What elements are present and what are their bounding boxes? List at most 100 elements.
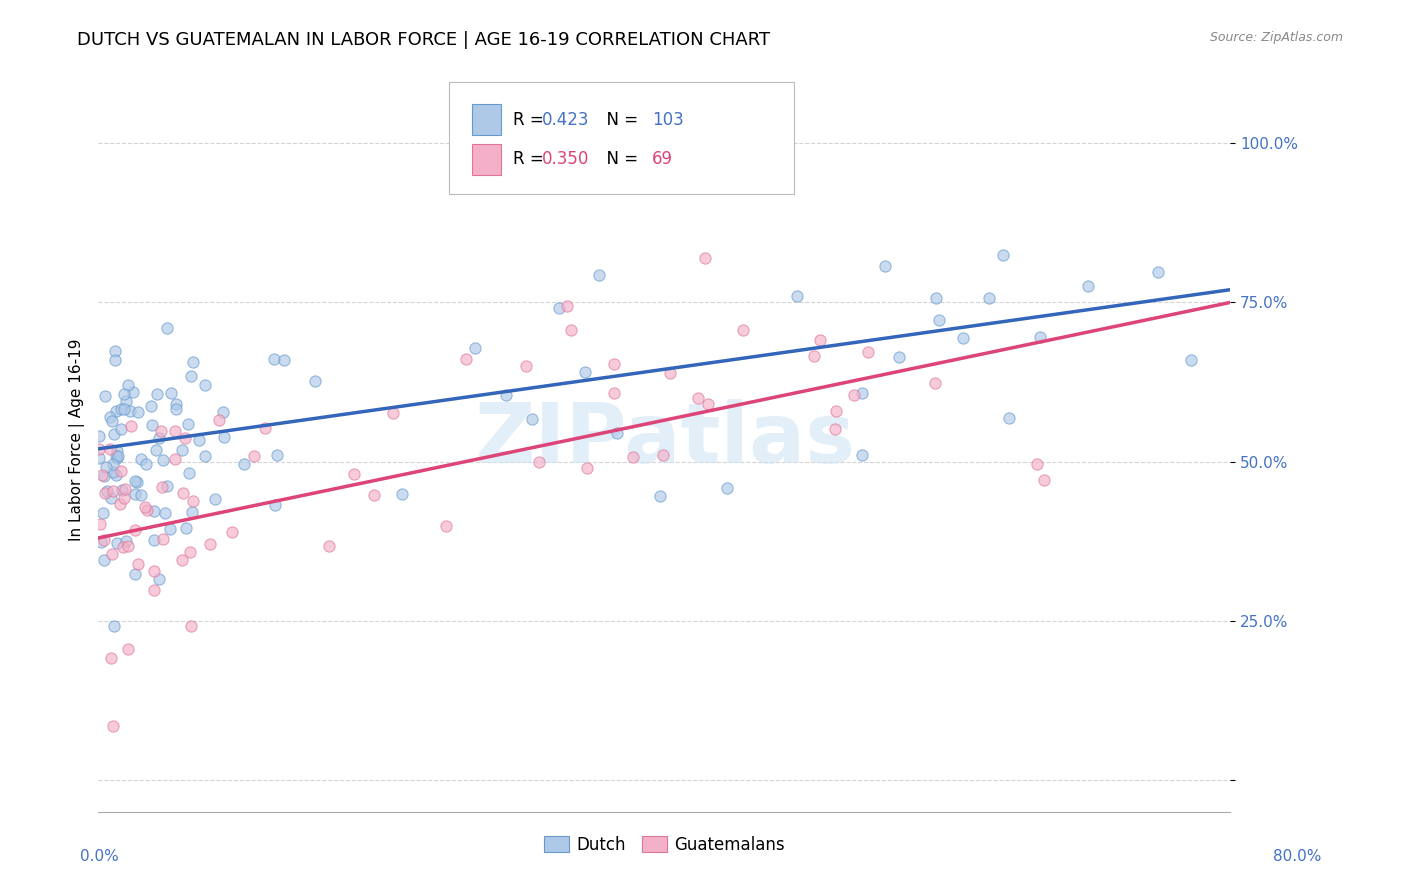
Point xyxy=(176,417,198,432)
Point xyxy=(266,448,288,462)
Point xyxy=(454,351,477,366)
Point xyxy=(648,489,671,503)
Point xyxy=(1026,457,1049,471)
Point xyxy=(100,410,122,425)
Point xyxy=(233,457,256,471)
Point xyxy=(991,247,1014,261)
Point xyxy=(243,449,266,463)
Point xyxy=(94,389,117,403)
Point xyxy=(152,453,174,467)
Bar xyxy=(472,104,502,136)
Point xyxy=(515,359,537,374)
Point xyxy=(808,333,831,347)
Point xyxy=(124,566,146,581)
Point xyxy=(824,421,846,435)
Point xyxy=(103,465,125,479)
Point xyxy=(111,483,134,498)
Point xyxy=(114,482,136,496)
Point xyxy=(803,349,825,363)
Point xyxy=(304,374,326,388)
Point xyxy=(173,485,195,500)
Point xyxy=(1029,330,1052,344)
Point xyxy=(177,467,200,481)
Point xyxy=(160,385,183,400)
Point xyxy=(851,448,873,462)
Point xyxy=(928,313,950,327)
Point xyxy=(695,252,717,266)
Point xyxy=(107,449,129,463)
Point xyxy=(925,291,948,305)
Point xyxy=(697,397,720,411)
Point xyxy=(120,418,142,433)
Point xyxy=(103,619,125,633)
Point xyxy=(104,343,127,358)
Point xyxy=(343,467,366,482)
Point xyxy=(208,413,231,427)
Point xyxy=(180,505,202,519)
Point xyxy=(96,483,118,498)
Point xyxy=(180,368,202,383)
Point xyxy=(100,650,122,665)
Point xyxy=(105,536,128,550)
Point xyxy=(555,299,578,313)
Point xyxy=(136,503,159,517)
Point xyxy=(381,406,404,420)
Point xyxy=(89,442,111,456)
Text: N =: N = xyxy=(596,150,644,169)
Point xyxy=(141,417,163,432)
Point xyxy=(114,393,136,408)
Point xyxy=(91,467,114,482)
Point xyxy=(621,450,644,465)
Point xyxy=(606,426,628,441)
Text: ZIPatlas: ZIPatlas xyxy=(474,399,855,480)
Point xyxy=(194,450,217,464)
Point xyxy=(174,521,197,535)
Point xyxy=(786,289,808,303)
Point xyxy=(117,539,139,553)
Text: 80.0%: 80.0% xyxy=(1274,849,1322,863)
Point xyxy=(170,442,193,457)
Point xyxy=(495,388,517,402)
Point xyxy=(93,553,115,567)
Point xyxy=(979,291,1001,305)
Point xyxy=(125,475,148,490)
Point xyxy=(98,442,121,456)
Point xyxy=(156,479,179,493)
Point xyxy=(127,405,149,419)
Point xyxy=(104,467,127,482)
Point xyxy=(1180,353,1202,368)
Point xyxy=(93,533,115,548)
Point xyxy=(101,457,124,471)
Point xyxy=(842,388,865,402)
Point xyxy=(103,352,125,367)
Point xyxy=(105,443,128,458)
Point xyxy=(127,558,149,572)
Point xyxy=(91,506,114,520)
Point xyxy=(87,429,110,443)
Point xyxy=(101,547,124,561)
Point xyxy=(152,532,174,546)
Point xyxy=(204,492,226,507)
Point xyxy=(124,523,146,537)
Point xyxy=(120,404,142,418)
Point xyxy=(165,397,187,411)
Legend: Dutch, Guatemalans: Dutch, Guatemalans xyxy=(537,830,792,861)
Point xyxy=(142,583,165,598)
Point xyxy=(560,323,582,337)
Point xyxy=(124,487,146,501)
Point xyxy=(101,483,124,498)
Point xyxy=(104,404,127,418)
Point xyxy=(165,402,187,417)
Text: 0.0%: 0.0% xyxy=(80,849,120,863)
Point xyxy=(108,497,131,511)
Point xyxy=(264,498,287,512)
Point xyxy=(952,330,974,344)
Point xyxy=(134,500,156,515)
Point xyxy=(188,434,211,448)
Y-axis label: In Labor Force | Age 16-19: In Labor Force | Age 16-19 xyxy=(69,338,84,541)
Point xyxy=(131,452,153,467)
Point xyxy=(179,545,201,559)
Point xyxy=(212,405,235,419)
Point xyxy=(1147,265,1170,279)
Text: N =: N = xyxy=(596,111,644,128)
